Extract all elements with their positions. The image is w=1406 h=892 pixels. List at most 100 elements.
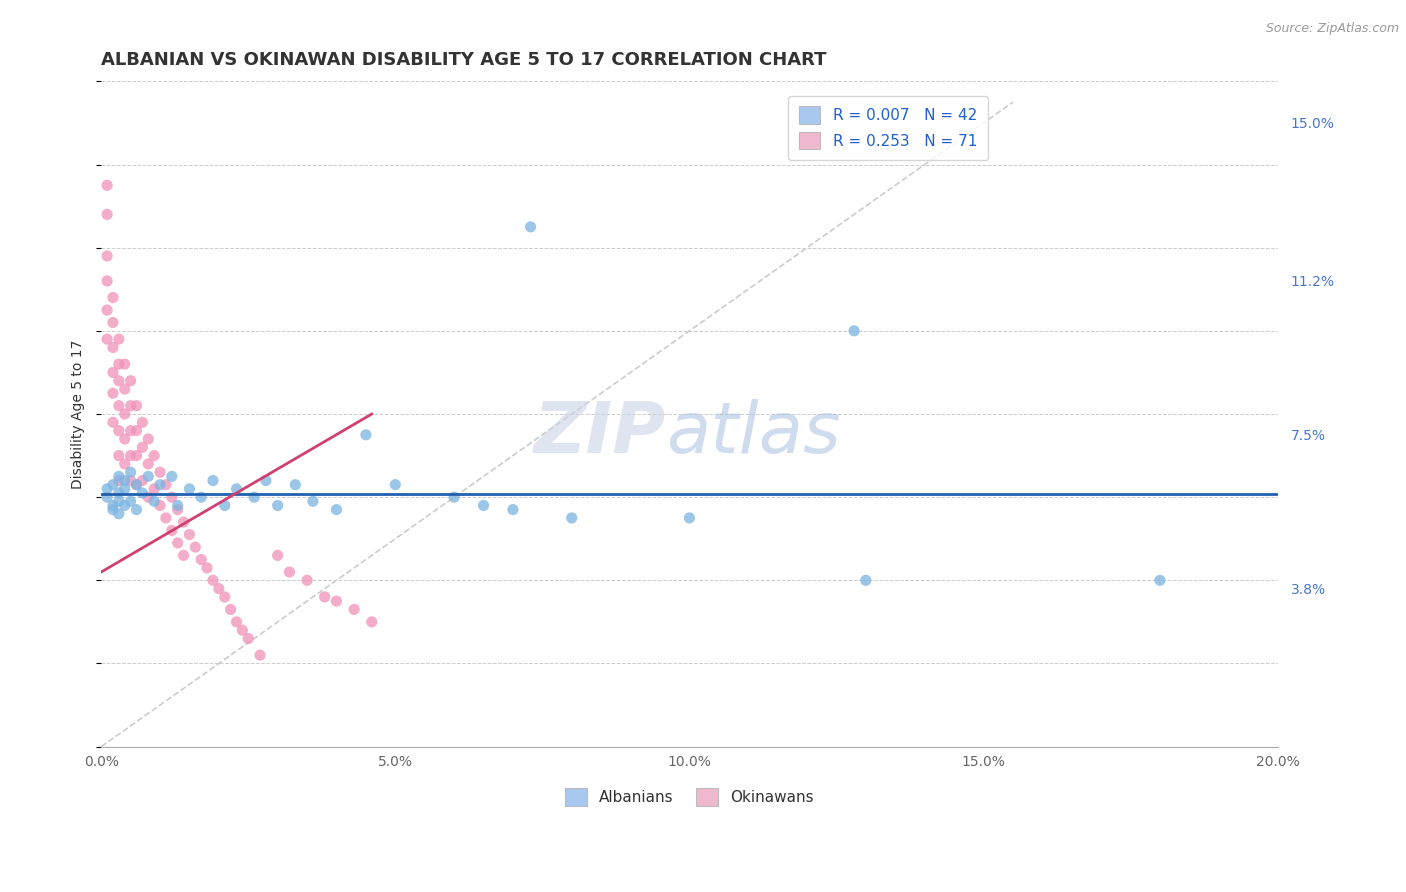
Point: [160, 490, 183, 504]
Point: [136, 490, 159, 504]
Point: [101, 341, 124, 355]
Point: [190, 552, 212, 566]
Point: [131, 415, 153, 429]
Point: [96, 482, 118, 496]
Point: [120, 449, 142, 463]
Point: [502, 502, 524, 516]
Point: [96, 274, 118, 288]
Point: [149, 465, 172, 479]
Point: [101, 291, 124, 305]
Point: [131, 440, 153, 454]
Point: [195, 561, 218, 575]
Y-axis label: Disability Age 5 to 17: Disability Age 5 to 17: [72, 339, 86, 489]
Point: [114, 382, 136, 396]
Point: [108, 399, 131, 413]
Point: [125, 449, 148, 463]
Point: [214, 499, 236, 513]
Point: [136, 457, 159, 471]
Point: [325, 594, 347, 608]
Point: [343, 602, 366, 616]
Point: [360, 615, 382, 629]
Point: [101, 316, 124, 330]
Point: [114, 407, 136, 421]
Point: [166, 502, 188, 516]
Point: [120, 399, 142, 413]
Point: [114, 482, 136, 496]
Point: [225, 482, 247, 496]
Point: [678, 511, 700, 525]
Point: [384, 477, 406, 491]
Point: [160, 469, 183, 483]
Point: [354, 427, 377, 442]
Point: [160, 524, 183, 538]
Point: [143, 494, 166, 508]
Point: [149, 477, 172, 491]
Point: [249, 648, 271, 662]
Point: [101, 502, 124, 516]
Point: [96, 207, 118, 221]
Point: [243, 490, 266, 504]
Point: [143, 482, 166, 496]
Point: [208, 582, 231, 596]
Point: [108, 486, 131, 500]
Point: [166, 536, 188, 550]
Point: [1149, 574, 1171, 588]
Point: [108, 357, 131, 371]
Point: [173, 549, 195, 563]
Point: [125, 502, 148, 516]
Point: [108, 474, 131, 488]
Point: [120, 465, 142, 479]
Point: [114, 432, 136, 446]
Point: [114, 457, 136, 471]
Point: [114, 474, 136, 488]
Point: [101, 499, 124, 513]
Point: [120, 494, 142, 508]
Point: [125, 399, 148, 413]
Point: [114, 499, 136, 513]
Point: [238, 632, 260, 646]
Point: [325, 502, 347, 516]
Point: [108, 332, 131, 346]
Point: [136, 432, 159, 446]
Point: [120, 424, 142, 438]
Point: [184, 540, 207, 554]
Point: [101, 477, 124, 491]
Point: [855, 574, 877, 588]
Point: [173, 515, 195, 529]
Point: [266, 549, 288, 563]
Text: ALBANIAN VS OKINAWAN DISABILITY AGE 5 TO 17 CORRELATION CHART: ALBANIAN VS OKINAWAN DISABILITY AGE 5 TO…: [101, 51, 827, 69]
Legend: Albanians, Okinawans: Albanians, Okinawans: [560, 782, 820, 813]
Point: [842, 324, 865, 338]
Point: [302, 494, 325, 508]
Point: [166, 499, 188, 513]
Point: [155, 511, 177, 525]
Point: [472, 499, 495, 513]
Point: [125, 477, 148, 491]
Point: [179, 482, 201, 496]
Point: [136, 469, 159, 483]
Point: [314, 590, 336, 604]
Point: [219, 602, 242, 616]
Text: atlas: atlas: [666, 400, 841, 468]
Point: [108, 449, 131, 463]
Point: [120, 474, 142, 488]
Point: [295, 574, 318, 588]
Point: [108, 507, 131, 521]
Point: [96, 332, 118, 346]
Point: [131, 486, 153, 500]
Point: [231, 624, 253, 638]
Point: [266, 499, 288, 513]
Point: [201, 574, 224, 588]
Point: [96, 303, 118, 318]
Point: [155, 477, 177, 491]
Point: [143, 449, 166, 463]
Point: [125, 424, 148, 438]
Point: [131, 474, 153, 488]
Point: [278, 565, 301, 579]
Point: [179, 527, 201, 541]
Point: [96, 178, 118, 193]
Point: [214, 590, 236, 604]
Point: [96, 490, 118, 504]
Point: [443, 490, 465, 504]
Point: [254, 474, 277, 488]
